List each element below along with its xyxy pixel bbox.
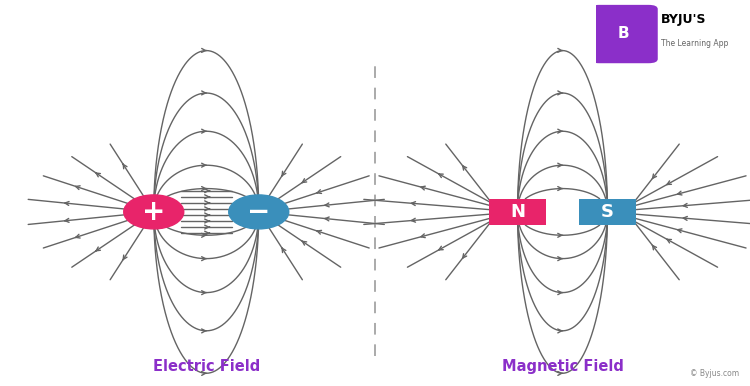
Text: Magnetic Field: Magnetic Field [502,359,623,374]
Text: B: B [618,26,630,41]
Circle shape [229,195,289,229]
Bar [579,199,635,225]
Text: Electric Field: Electric Field [153,359,260,374]
Wedge shape [596,0,750,50]
Bar [489,199,545,225]
Text: BYJU'S: BYJU'S [661,13,706,26]
Text: N: N [510,203,525,221]
Text: −: − [248,198,270,226]
Text: © Byjus.com: © Byjus.com [690,369,739,378]
Circle shape [124,195,184,229]
Text: S: S [601,203,614,221]
Text: The Learning App: The Learning App [661,39,728,47]
FancyBboxPatch shape [590,5,658,63]
Text: +: + [142,198,166,226]
Text: ELECTRIC FIELD VS. MAGNETIC FIELD: ELECTRIC FIELD VS. MAGNETIC FIELD [12,15,404,35]
